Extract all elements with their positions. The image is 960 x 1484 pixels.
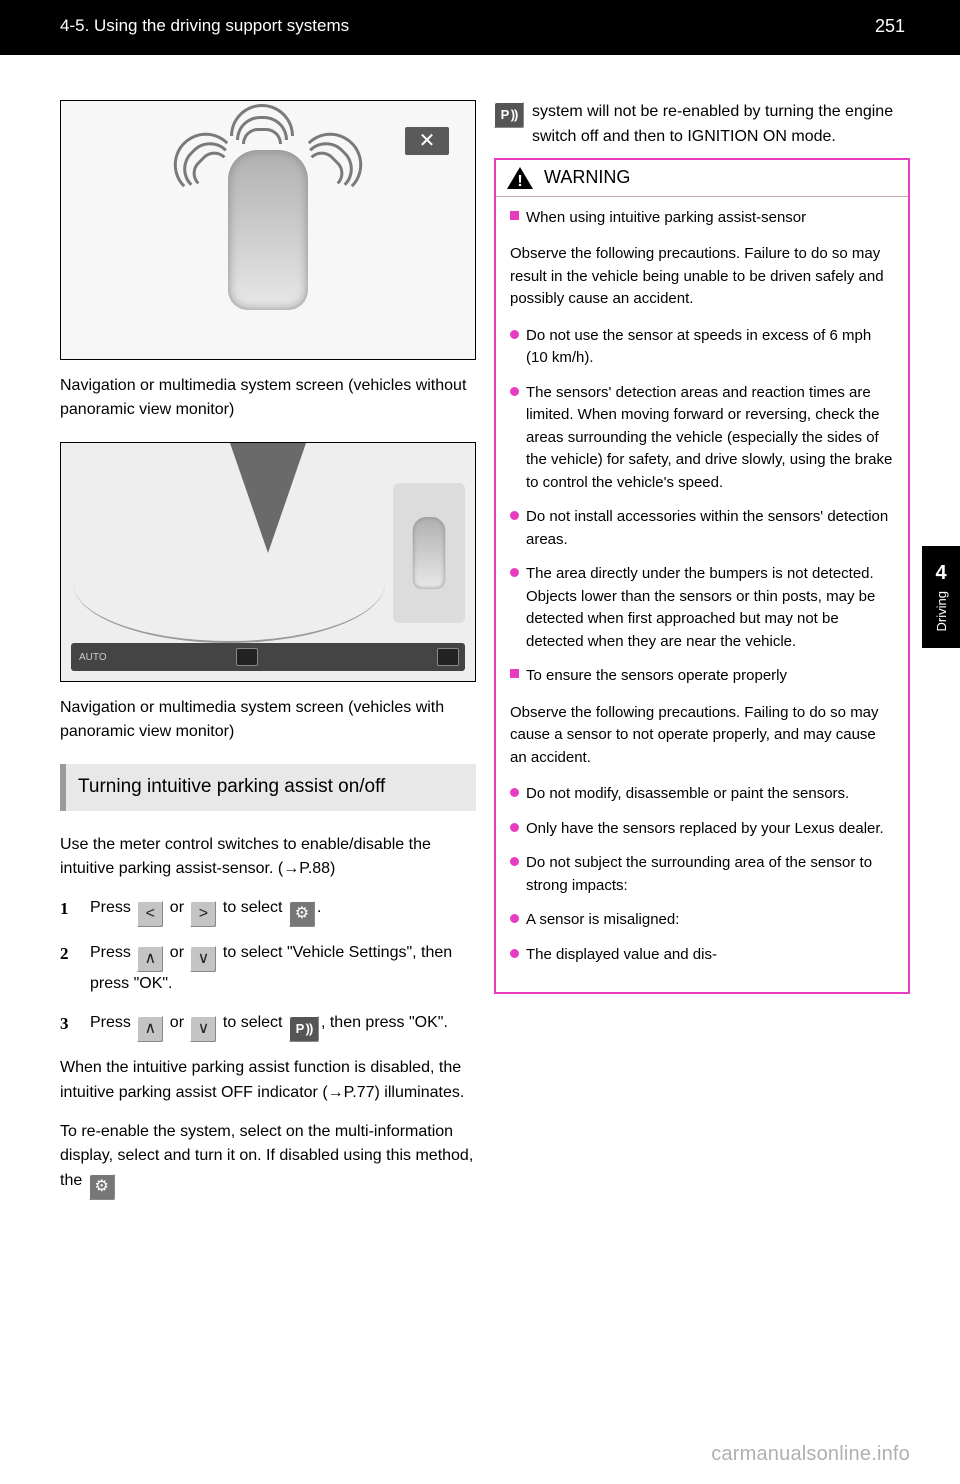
warning-label: WARNING	[544, 167, 630, 188]
warning-section-title: To ensure the sensors operate properly	[510, 665, 894, 688]
warning-item: The sensors' detection areas and reactio…	[510, 382, 894, 495]
chapter-number: 4	[935, 562, 946, 585]
warning-item: Do not use the sensor at speeds in exces…	[510, 325, 894, 370]
warning-section-title: When using intuitive parking assist-sens…	[510, 207, 894, 230]
up-arrow-button-icon: ∧	[137, 946, 163, 972]
warning-section-intro: Observe the following precautions. Failu…	[510, 243, 894, 311]
car-top-icon	[228, 150, 308, 310]
right-column: P )) system will not be re-enabled by tu…	[494, 100, 910, 1214]
bullet-icon	[510, 568, 519, 577]
figure-caption: Navigation or multimedia system screen (…	[60, 374, 476, 422]
warning-item: The displayed value and dis-	[510, 944, 894, 967]
manual-page: 251 4-5. Using the driving support syste…	[0, 0, 960, 1484]
figure-close-icon: ✕	[405, 127, 449, 155]
parking-sensor-icon: P ))	[289, 1016, 319, 1042]
mini-map	[393, 483, 465, 623]
bullet-icon	[510, 949, 519, 958]
lead-paragraph: Use the meter control switches to enable…	[60, 833, 476, 883]
section-header: Turning intuitive parking assist on/off	[60, 764, 476, 811]
footer-watermark: carmanualsonline.info	[711, 1443, 910, 1466]
chapter-label: Driving	[934, 591, 949, 631]
bullet-icon	[510, 511, 519, 520]
warning-triangle-icon: !	[506, 166, 534, 190]
warning-item: The area directly under the bumpers is n…	[510, 563, 894, 653]
warning-item: Do not install accessories within the se…	[510, 506, 894, 551]
left-column: ✕ Navigation or multimedia system screen…	[60, 100, 476, 1214]
auto-label: AUTO	[79, 652, 107, 663]
warning-box: ! WARNING When using intuitive parking a…	[494, 158, 910, 995]
bottom-bar: AUTO	[71, 643, 465, 671]
step-text: Press ∧ or ∨ to select P )), then press …	[90, 1011, 476, 1042]
figure-caption: Navigation or multimedia system screen (…	[60, 696, 476, 744]
chapter-tab: 4 Driving	[922, 546, 960, 648]
warning-item: Only have the sensors replaced by your L…	[510, 818, 894, 841]
bullet-icon	[510, 823, 519, 832]
figure-sensor-overhead: ✕	[60, 100, 476, 360]
indicator-note: When the intuitive parking assist functi…	[60, 1056, 476, 1106]
gear-icon: ⚙	[289, 901, 315, 927]
down-arrow-button-icon: ∨	[190, 946, 216, 972]
step-row: 3 Press ∧ or ∨ to select P )), then pres…	[60, 1011, 476, 1042]
bullet-icon	[510, 387, 519, 396]
step-text: Press ∧ or ∨ to select "Vehicle Settings…	[90, 941, 476, 997]
down-arrow-button-icon: ∨	[190, 1016, 216, 1042]
gear-icon: ⚙	[89, 1174, 115, 1200]
step-number: 3	[60, 1011, 90, 1042]
reenable-note: To re-enable the system, select on the m…	[60, 1120, 476, 1201]
right-arrow-button-icon: >	[190, 901, 216, 927]
bullet-icon	[510, 788, 519, 797]
warning-header: ! WARNING	[496, 160, 908, 197]
parking-sensor-icon: P ))	[494, 102, 524, 128]
warning-item: A sensor is misaligned:	[510, 909, 894, 932]
left-arrow-button-icon: <	[137, 901, 163, 927]
step-text: Press < or > to select ⚙.	[90, 896, 476, 927]
warning-body: When using intuitive parking assist-sens…	[496, 197, 908, 993]
horizon-curve	[73, 523, 385, 643]
up-arrow-button-icon: ∧	[137, 1016, 163, 1042]
square-bullet-icon	[510, 211, 519, 220]
warning-item: Do not subject the surrounding area of t…	[510, 852, 894, 897]
square-bullet-icon	[510, 669, 519, 678]
step-number: 1	[60, 896, 90, 927]
step-number: 2	[60, 941, 90, 997]
continuation-text: P )) system will not be re-enabled by tu…	[494, 100, 910, 150]
camera-icon	[437, 648, 459, 666]
bullet-icon	[510, 914, 519, 923]
warning-item: Do not modify, disassemble or paint the …	[510, 783, 894, 806]
bullet-icon	[510, 857, 519, 866]
step-row: 2 Press ∧ or ∨ to select "Vehicle Settin…	[60, 941, 476, 997]
page-number: 251	[875, 16, 905, 37]
svg-text:!: !	[517, 173, 522, 190]
step-row: 1 Press < or > to select ⚙.	[60, 896, 476, 927]
camera-icon	[236, 648, 258, 666]
section-path: 4-5. Using the driving support systems	[60, 16, 349, 36]
bullet-icon	[510, 330, 519, 339]
figure-panoramic-monitor: AUTO	[60, 442, 476, 682]
warning-section-intro: Observe the following precautions. Faili…	[510, 702, 894, 770]
